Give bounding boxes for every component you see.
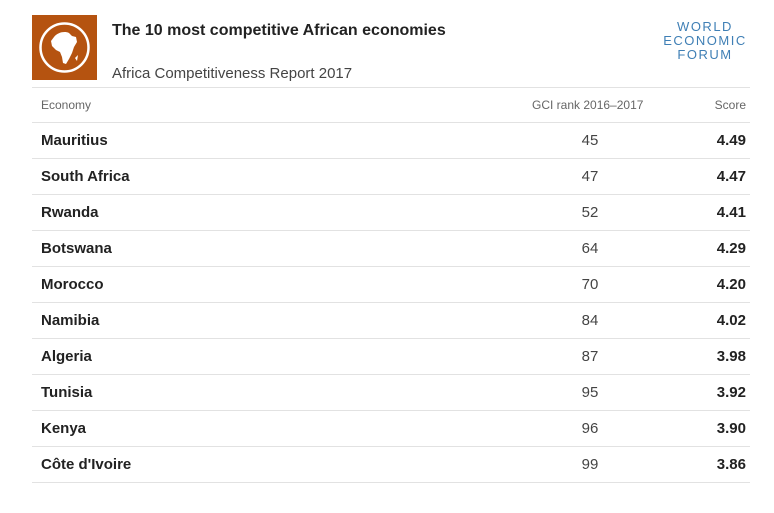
table-row: Namibia 84 4.02 (32, 303, 750, 339)
table-row: Kenya 96 3.90 (32, 411, 750, 447)
gci-rank-cell: 96 (581, 420, 599, 437)
economy-cell: Algeria (41, 348, 92, 365)
wef-logo-line: WORLD (677, 19, 733, 34)
score-cell: 4.47 (716, 168, 746, 185)
africa-globe-icon (32, 15, 97, 80)
economy-cell: Mauritius (41, 132, 108, 149)
chart-header: The 10 most competitive African economie… (32, 10, 752, 88)
table-row: Algeria 87 3.98 (32, 339, 750, 375)
competitiveness-table: Economy GCI rank 2016–2017 Score Mauriti… (32, 87, 750, 483)
table-body: Mauritius 45 4.49 South Africa 47 4.47 Rwanda 5… (32, 123, 750, 483)
economy-cell: Tunisia (41, 384, 93, 401)
chart-subtitle: Africa Competitiveness Report 2017 (112, 65, 353, 82)
score-cell: 3.98 (716, 348, 746, 365)
column-header-gci-rank: GCI rank 2016–2017 (532, 98, 644, 112)
score-cell: 4.20 (716, 276, 746, 293)
table-header-row: Economy GCI rank 2016–2017 Score (32, 88, 750, 123)
economy-cell: Rwanda (41, 204, 99, 221)
score-cell: 3.86 (716, 456, 746, 473)
column-header-score: Score (714, 98, 746, 112)
table-row: Botswana 64 4.29 (32, 231, 750, 267)
gci-rank-cell: 95 (581, 384, 599, 401)
economy-cell: Côte d'Ivoire (41, 456, 132, 473)
wef-logo-line: ECONOMIC (663, 33, 747, 48)
column-header-economy: Economy (41, 98, 92, 112)
gci-rank-cell: 84 (581, 312, 599, 329)
gci-rank-cell: 70 (581, 276, 599, 293)
table-row: Rwanda 52 4.41 (32, 195, 750, 231)
score-cell: 4.29 (716, 240, 746, 257)
gci-rank-cell: 52 (581, 204, 599, 221)
gci-rank-cell: 87 (581, 348, 599, 365)
wef-logo-line: FORUM (677, 47, 733, 62)
economy-cell: Kenya (41, 420, 87, 437)
score-cell: 3.92 (716, 384, 746, 401)
score-cell: 4.02 (716, 312, 746, 329)
economy-cell: Namibia (41, 312, 100, 329)
table-row: Morocco 70 4.20 (32, 267, 750, 303)
score-cell: 4.49 (716, 132, 746, 149)
gci-rank-cell: 45 (581, 132, 599, 149)
table-row: Tunisia 95 3.92 (32, 375, 750, 411)
gci-rank-cell: 47 (581, 168, 599, 185)
gci-rank-cell: 64 (581, 240, 599, 257)
table-row: South Africa 47 4.47 (32, 159, 750, 195)
table-row: Mauritius 45 4.49 (32, 123, 750, 159)
table-row: Côte d'Ivoire 99 3.86 (32, 447, 750, 483)
economy-cell: Botswana (41, 240, 112, 257)
score-cell: 3.90 (716, 420, 746, 437)
gci-rank-cell: 99 (581, 456, 599, 473)
wef-logo: WORLD ECONOMIC FORUM (660, 20, 750, 62)
economy-cell: South Africa (41, 168, 130, 185)
chart-title: The 10 most competitive African economie… (112, 22, 446, 39)
score-cell: 4.41 (716, 204, 746, 221)
economy-cell: Morocco (41, 276, 104, 293)
